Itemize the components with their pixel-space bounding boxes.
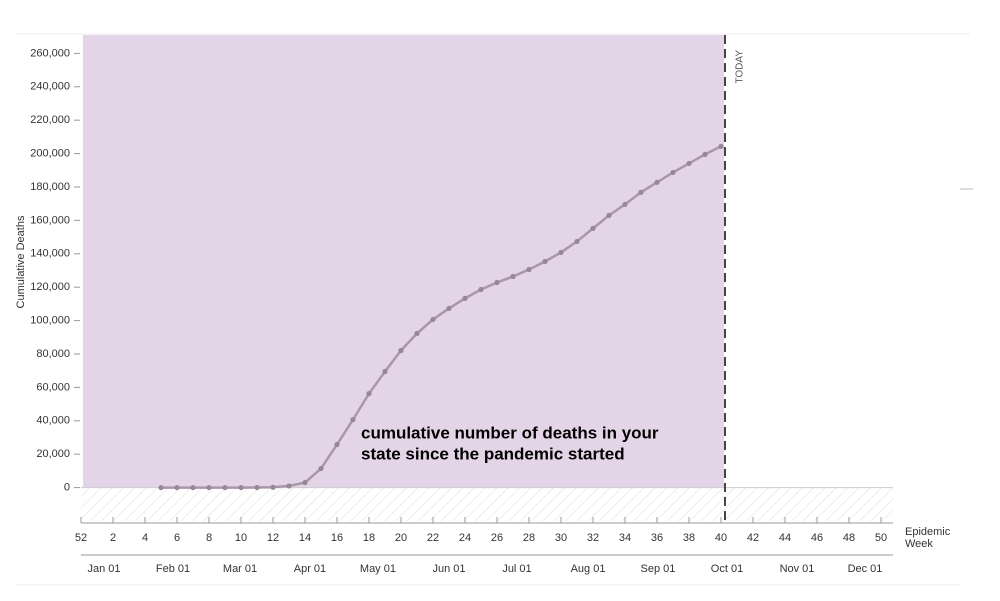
y-tick-label: 240,000	[30, 81, 70, 93]
data-point	[606, 212, 612, 218]
x-tick-label: 6	[174, 532, 180, 544]
data-point	[238, 484, 244, 491]
y-tick-label: 0	[64, 482, 70, 494]
data-point	[206, 484, 212, 491]
data-point	[494, 279, 500, 286]
data-point	[478, 286, 484, 293]
data-point	[446, 305, 452, 311]
x-axis-label: Epidemic	[905, 526, 951, 538]
y-tick-label: 260,000	[30, 47, 70, 59]
annotation: cumulative number of deaths in your	[361, 423, 659, 442]
x-tick-label: 38	[683, 532, 695, 544]
data-point	[270, 484, 276, 490]
data-point	[254, 484, 260, 491]
y-tick-label: 40,000	[36, 415, 70, 427]
x-tick-label: 50	[875, 532, 887, 544]
month-label: Dec 01	[848, 563, 883, 575]
data-point	[366, 390, 372, 397]
data-point	[462, 295, 468, 301]
x-tick-label: 30	[555, 532, 567, 544]
data-point	[158, 484, 164, 491]
x-tick-label: 48	[843, 532, 855, 544]
x-tick-label: 34	[619, 532, 631, 544]
data-point	[222, 484, 228, 491]
month-label: Apr 01	[294, 563, 326, 575]
data-point	[174, 484, 180, 491]
y-tick-label: 220,000	[30, 114, 70, 126]
y-tick-label: 20,000	[36, 448, 70, 460]
x-tick-label: 24	[459, 532, 471, 544]
x-tick-label: 20	[395, 532, 407, 544]
x-tick-label: 42	[747, 532, 759, 544]
shaded-region	[83, 35, 724, 488]
today-label: TODAY	[735, 50, 746, 84]
data-point	[318, 465, 324, 472]
data-point	[686, 160, 692, 167]
x-tick-label: 22	[427, 532, 439, 544]
x-tick-label: 2	[110, 532, 116, 544]
month-label: Nov 01	[780, 563, 815, 575]
data-point	[638, 189, 644, 195]
month-label: Jan 01	[88, 563, 121, 575]
y-tick-label: 100,000	[30, 314, 70, 326]
data-point	[286, 483, 292, 489]
data-point	[350, 417, 356, 423]
data-point	[574, 238, 580, 245]
x-tick-label: 18	[363, 532, 375, 544]
month-label: Jun 01	[432, 563, 465, 575]
data-point	[654, 179, 660, 185]
y-tick-label: 120,000	[30, 281, 70, 293]
data-point	[510, 273, 516, 280]
month-label: Mar 01	[223, 563, 257, 575]
hatch-region	[81, 487, 893, 521]
month-label: May 01	[360, 563, 396, 575]
month-label: Sep 01	[641, 563, 676, 575]
data-point	[190, 484, 196, 491]
month-label: Aug 01	[571, 563, 606, 575]
month-label: Jul 01	[502, 563, 531, 575]
x-tick-label: 12	[267, 532, 279, 544]
y-tick-label: 80,000	[36, 348, 70, 360]
x-axis-label: Week	[905, 538, 933, 550]
data-point	[398, 347, 404, 354]
x-tick-label: 14	[299, 532, 311, 544]
month-label: Feb 01	[156, 563, 190, 575]
x-tick-label: 36	[651, 532, 663, 544]
y-tick-label: 60,000	[36, 381, 70, 393]
data-point	[702, 151, 708, 158]
data-point	[542, 258, 548, 265]
annotation: state since the pandemic started	[361, 444, 625, 463]
x-tick-label: 10	[235, 532, 247, 544]
data-point	[558, 249, 564, 256]
x-tick-label: 16	[331, 532, 343, 544]
y-tick-label: 180,000	[30, 181, 70, 193]
data-point	[430, 316, 436, 323]
x-tick-label: 8	[206, 532, 212, 544]
data-point	[414, 330, 420, 337]
x-tick-label: 52	[75, 532, 87, 544]
x-tick-label: 4	[142, 532, 148, 544]
y-axis-label: Cumulative Deaths	[15, 215, 27, 308]
data-point	[622, 201, 628, 207]
x-tick-label: 44	[779, 532, 791, 544]
x-tick-label: 26	[491, 532, 503, 544]
data-point	[718, 143, 724, 149]
data-point	[590, 225, 596, 231]
y-tick-label: 200,000	[30, 147, 70, 159]
data-point	[302, 479, 308, 486]
month-label: Oct 01	[711, 563, 743, 575]
data-point	[526, 266, 532, 273]
data-line	[161, 145, 722, 489]
x-tick-label: 40	[715, 532, 727, 544]
x-tick-label: 28	[523, 532, 535, 544]
x-tick-label: 46	[811, 532, 823, 544]
x-tick-label: 32	[587, 532, 599, 544]
y-tick-label: 140,000	[30, 248, 70, 260]
y-tick-label: 160,000	[30, 214, 70, 226]
data-point	[334, 441, 340, 448]
data-point	[382, 368, 388, 375]
data-point	[670, 169, 676, 176]
